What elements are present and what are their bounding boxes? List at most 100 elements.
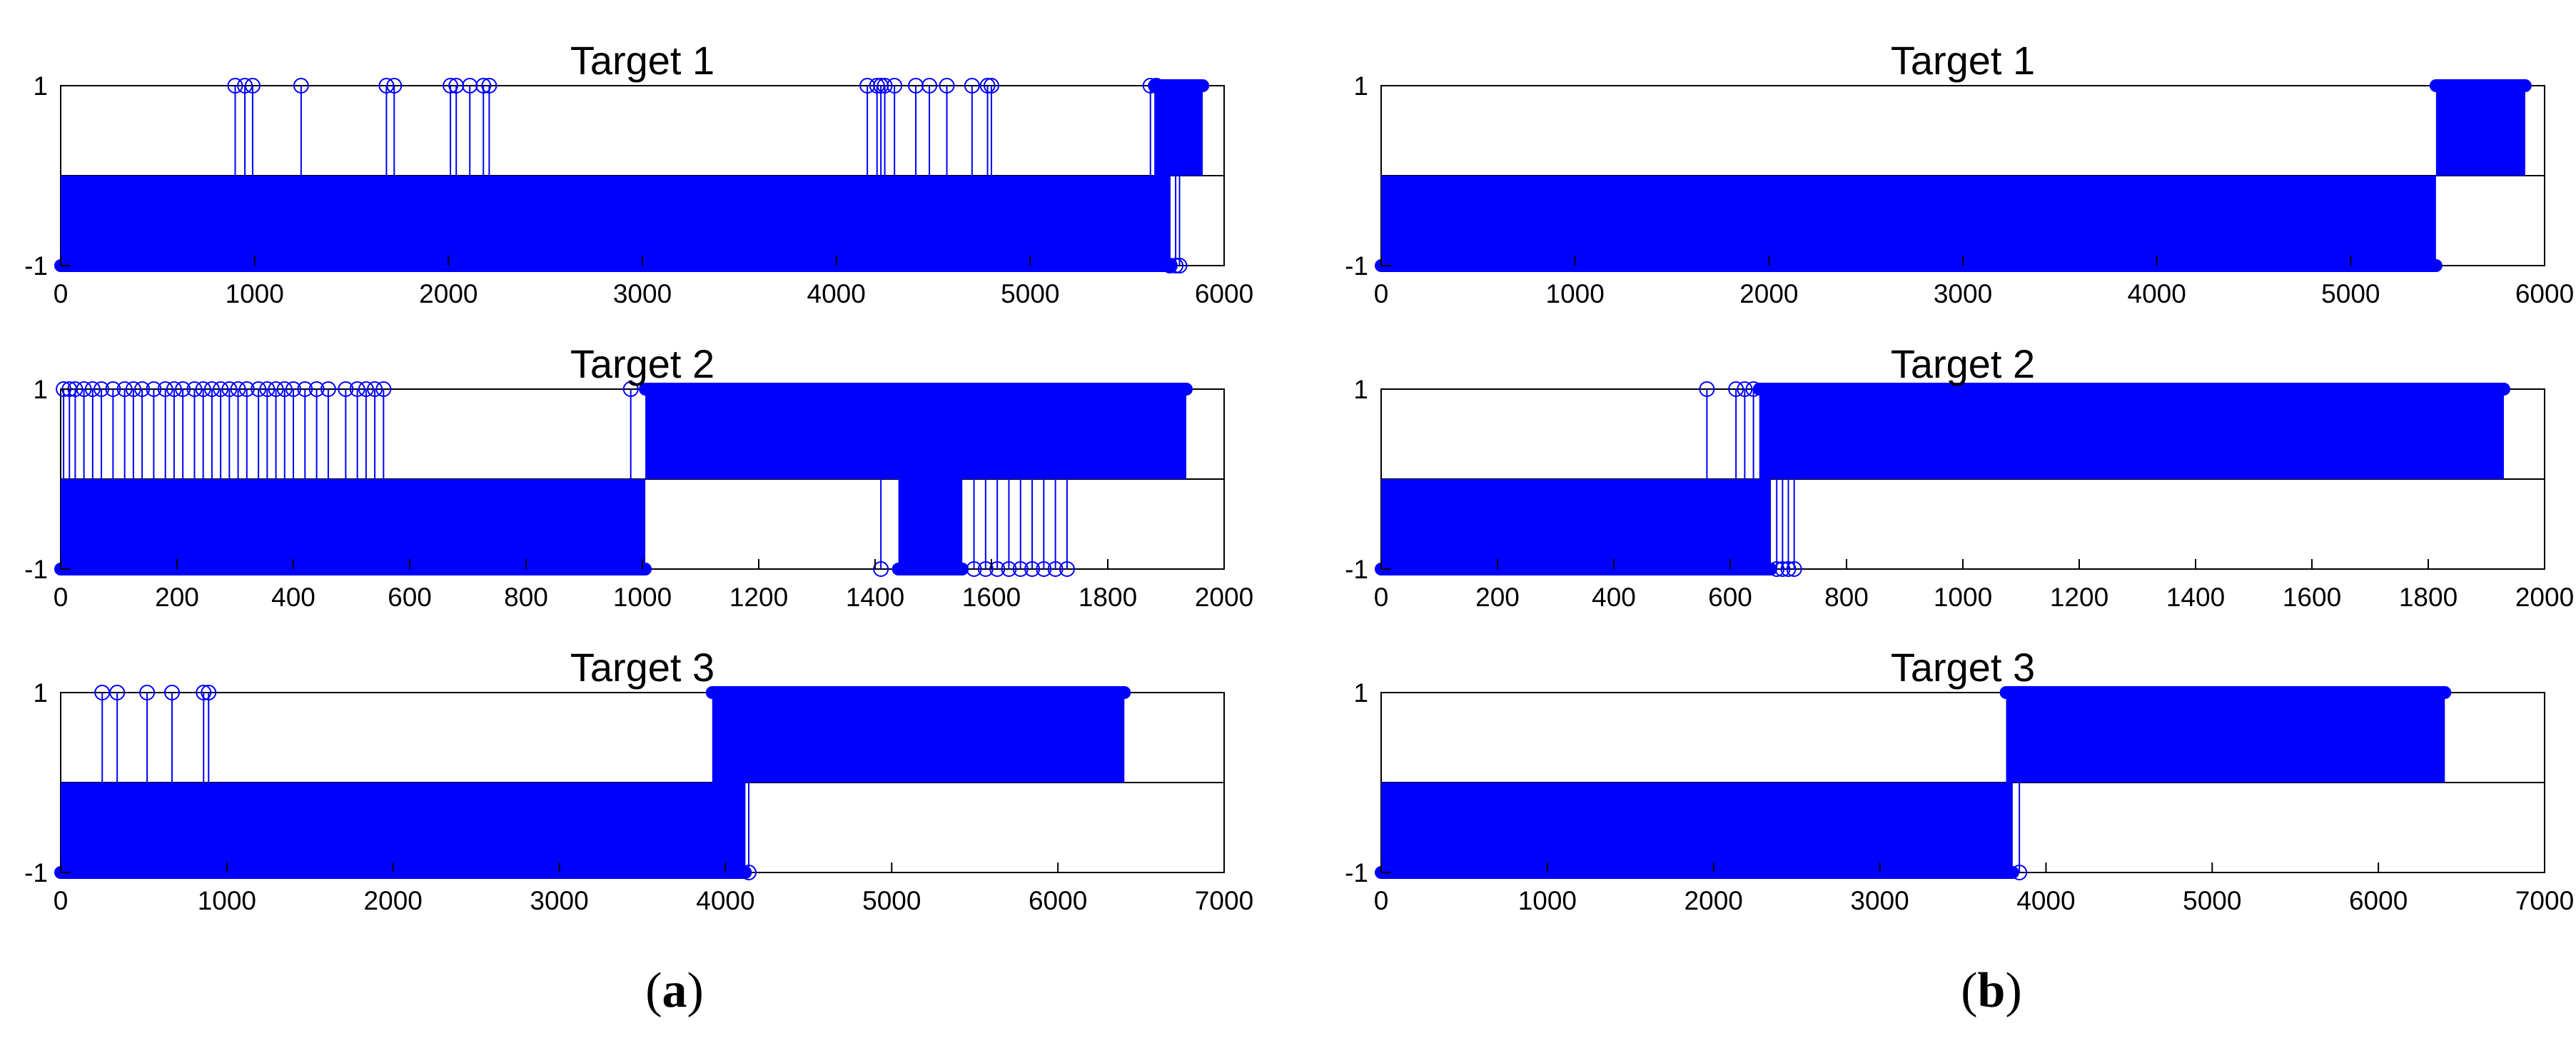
stem-marker [56,381,72,397]
stem-marker [297,381,313,397]
x-tick-label: 2000 [1195,583,1253,612]
x-tick-label: 3000 [1934,279,1992,308]
x-tick-label: 4000 [2128,279,2186,308]
stem-marker [873,561,889,577]
stem-marker [1168,258,1184,273]
stem-marker [109,685,126,700]
stem-marker [964,78,980,94]
x-tick-label: 3000 [1850,886,1909,915]
x-tick-label: 6000 [1029,886,1087,915]
stem-marker [979,78,996,94]
stem-marker [227,78,243,94]
stem-block [645,389,1187,479]
stem-marker [984,78,999,94]
chart-a-3: -1 1 0 1000 2000 3000 4000 5000 6000 7000 Target 3 [24,645,1253,915]
stem-marker [268,381,284,397]
chart-title: Target 1 [1891,38,2035,83]
stem-marker [139,685,156,700]
x-tick-label: 0 [54,583,69,612]
chart-b-3: -1 1 0 1000 2000 3000 4000 5000 6000 7000 Target 3 [1345,645,2574,915]
stem-marker [259,381,276,397]
y-tick-label: 1 [1353,678,1368,708]
stem-marker [1769,561,1785,577]
y-tick-label: -1 [1345,555,1368,584]
stem-marker [146,381,162,397]
stem-block [61,783,746,872]
stem-marker [1745,381,1762,397]
x-tick-label: 4000 [696,886,754,915]
stem-marker [1047,561,1064,577]
stem-marker [1171,258,1188,273]
stem-marker [134,381,151,397]
x-tick-label: 1000 [1546,279,1605,308]
stem-block [61,479,646,569]
stem-marker [1024,561,1041,577]
stem-marker [1142,78,1158,94]
stem-block [1381,176,2436,266]
x-tick-label: 6000 [2349,886,2408,915]
y-tick-label: 1 [1353,71,1368,101]
chart-a-1: -1 1 0 1000 2000 3000 4000 5000 6000 Target 1 [24,38,1253,308]
stem-marker [977,561,994,577]
x-tick-label: 1400 [846,583,904,612]
stem-block [61,176,1170,266]
x-tick-label: 4000 [807,279,866,308]
stem-marker [622,381,639,397]
x-tick-label: 1200 [2050,583,2108,612]
x-tick-label: 6000 [2515,279,2574,308]
stem-marker [221,381,238,397]
x-tick-label: 800 [1824,583,1869,612]
x-tick-label: 400 [271,583,315,612]
stem-marker [921,78,938,94]
stem-marker [286,381,301,397]
chart-title: Target 2 [570,341,714,386]
y-tick-label: 1 [33,375,48,404]
stem-block [1381,479,1772,569]
x-tick-label: 1600 [962,583,1021,612]
chart-title: Target 3 [1891,645,2035,690]
stem-marker [1737,381,1753,397]
stem-marker [196,685,212,700]
stem-marker [481,78,497,94]
stem-marker [1161,258,1178,273]
caption-a: (a) [645,963,704,1018]
stem-marker [186,381,203,397]
stem-marker [308,381,325,397]
stem-marker [203,381,220,397]
stem-marker [244,78,261,94]
stem-marker [175,381,191,397]
stem-marker [201,685,217,700]
stem-block [1154,86,1203,176]
stem-block [2435,86,2525,176]
stem-marker [887,78,903,94]
x-tick-label: 1000 [613,583,672,612]
stem-block [898,479,963,569]
x-tick-label: 0 [1374,886,1389,915]
stem-marker [1780,561,1797,577]
x-tick-label: 7000 [2515,886,2574,915]
x-tick-label: 600 [388,583,432,612]
stem-block [1381,783,2013,872]
x-tick-label: 5000 [862,886,921,915]
y-tick-label: -1 [24,555,48,584]
stem-marker [320,381,336,397]
x-tick-label: 1800 [2399,583,2458,612]
chart-title: Target 2 [1891,341,2035,386]
x-tick-label: 0 [54,279,69,308]
y-tick-label: 1 [33,678,48,708]
stem-marker [2011,865,2028,880]
y-tick-label: 1 [1353,375,1368,404]
x-tick-label: 1800 [1079,583,1137,612]
chart-b-1: -1 1 0 1000 2000 3000 4000 5000 6000 Target 1 [1345,38,2574,308]
stem-marker [238,381,255,397]
chart-a-2: -1 1 0 200 400 600 800 1000 1200 1400 1600 1800 2000… [24,341,1253,612]
stem-marker [349,381,365,397]
stem-block [712,693,1125,783]
stem-marker [166,381,182,397]
stem-marker [230,381,246,397]
stem-marker [877,78,893,94]
y-tick-label: -1 [24,251,48,281]
x-tick-label: 1000 [1518,886,1577,915]
